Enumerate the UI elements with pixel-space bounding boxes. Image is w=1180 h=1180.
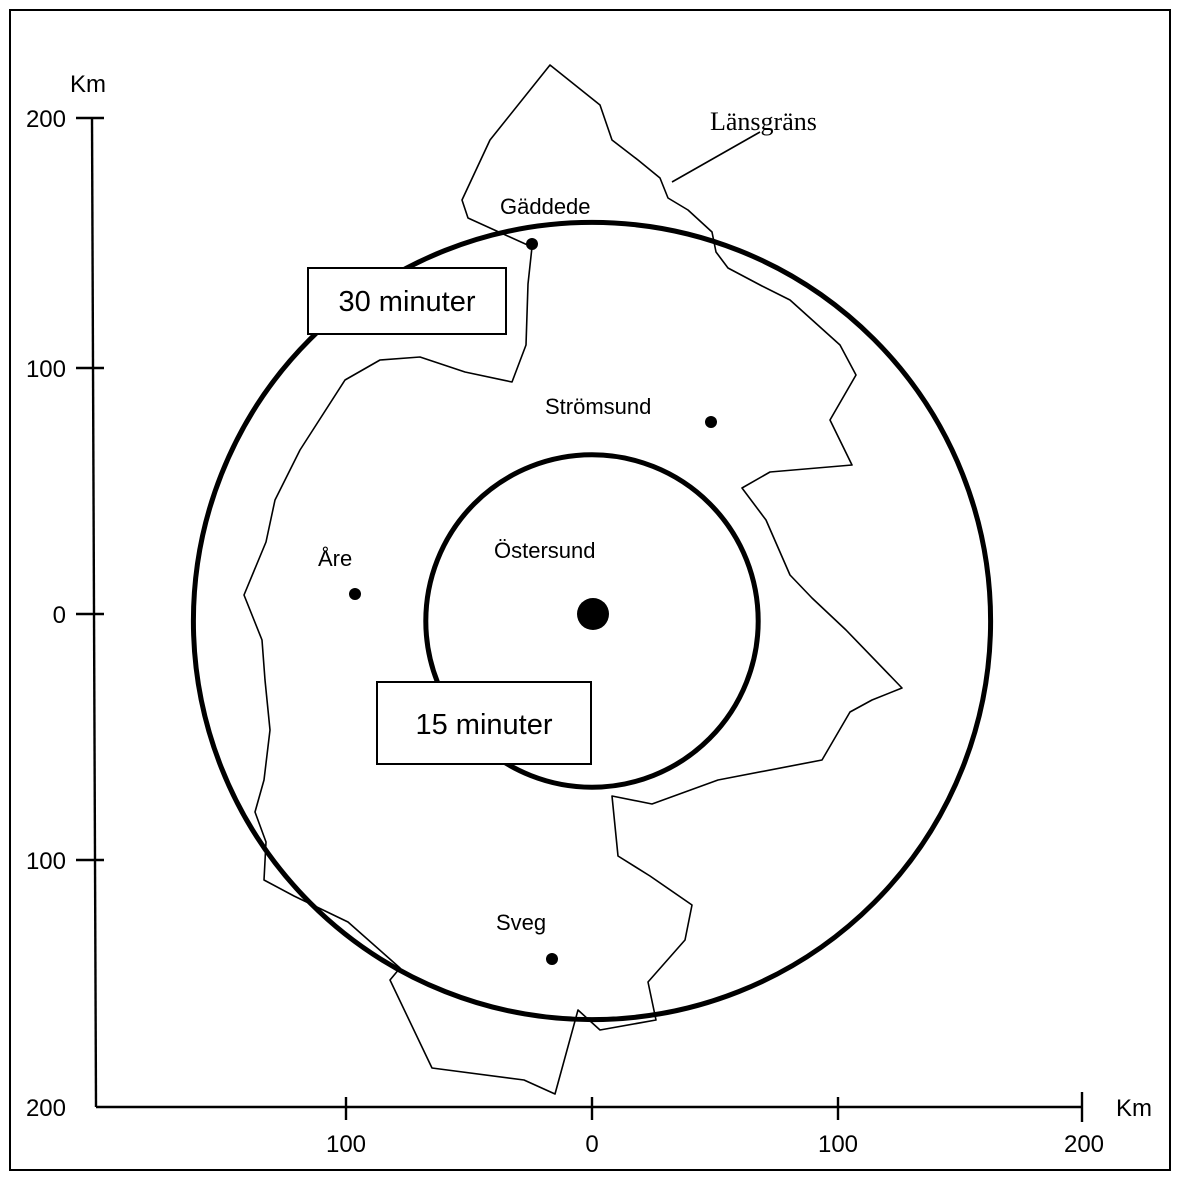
y-tick-label: 0 (53, 602, 66, 629)
y-tick-label: 200 (26, 1095, 66, 1122)
place-label-sveg: Sveg (496, 910, 546, 935)
y-tick-label: 100 (26, 848, 66, 875)
county-border (243, 64, 903, 1095)
y-tick-label: 100 (26, 356, 66, 383)
place-label-gaddede: Gäddede (500, 194, 591, 219)
place-dot-ostersund (577, 598, 609, 630)
y-tick-label: 200 (26, 106, 66, 133)
label-box-30 (307, 267, 507, 335)
x-tick-label: 0 (585, 1131, 598, 1158)
label-box-15 (376, 681, 592, 765)
border-label-leader (671, 131, 761, 183)
x-tick-label: 100 (326, 1131, 366, 1158)
y-axis-line (90, 117, 98, 1108)
place-dot-stromsund (705, 416, 717, 428)
label-30-minuter: 30 minuter (338, 286, 475, 318)
map-frame (9, 9, 1171, 1171)
place-label-ostersund: Östersund (494, 538, 596, 563)
y-axis-unit: Km (70, 71, 106, 98)
place-label-stromsund: Strömsund (545, 394, 651, 419)
x-axis-ticks: 100 0 100 200 (326, 1097, 1104, 1158)
circle-30-minuter (190, 219, 994, 1023)
place-dot-gaddede (526, 238, 538, 250)
y-axis-ticks: 200 100 0 100 200 (26, 106, 104, 1122)
county-border-label: Länsgräns (710, 107, 817, 136)
label-15-minuter: 15 minuter (415, 709, 552, 741)
circle-15-minuter (423, 452, 761, 790)
place-dot-are (349, 588, 361, 600)
place-dot-sveg (546, 953, 558, 965)
place-label-are: Åre (318, 546, 352, 571)
x-tick-label: 100 (818, 1131, 858, 1158)
x-axis-unit: Km (1116, 1095, 1152, 1122)
x-tick-label: 200 (1064, 1131, 1104, 1158)
